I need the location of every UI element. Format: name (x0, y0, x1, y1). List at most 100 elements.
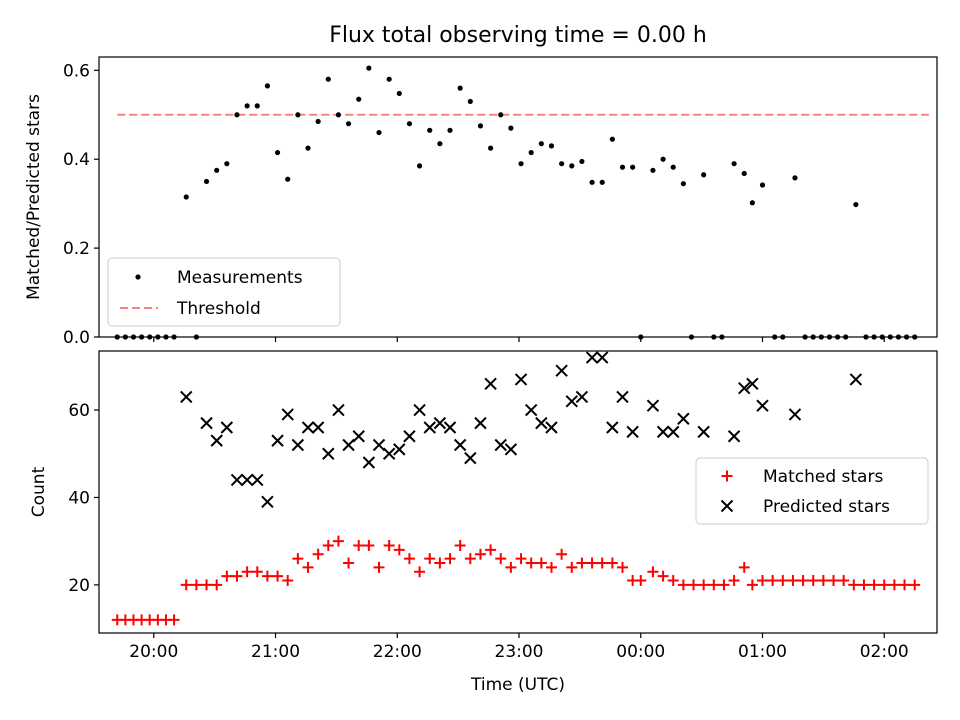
matched-star-point (616, 561, 628, 573)
measurement-point (895, 334, 902, 340)
predicted-star-point (453, 438, 467, 452)
legend-predicted-label: Predicted stars (763, 497, 890, 517)
matched-star-point (606, 557, 618, 569)
matched-star-point (363, 540, 375, 552)
x-tick-label: 21:00 (251, 642, 300, 662)
measurement-point (780, 334, 786, 340)
predicted-star-point (756, 399, 769, 412)
measurement-point (650, 167, 656, 173)
measurement-point (843, 334, 849, 340)
matched-star-point (474, 548, 486, 560)
matched-star-point (566, 561, 578, 573)
legend-matched-marker (721, 470, 733, 482)
measurement-point (887, 334, 893, 340)
measurement-point (508, 125, 514, 131)
matched-star-point (221, 570, 233, 582)
measurement-point (447, 127, 453, 133)
predicted-star-point (372, 438, 386, 452)
measurement-point (325, 76, 331, 82)
x-tick-label: 01:00 (738, 642, 787, 662)
matched-star-point (424, 553, 436, 565)
matched-star-point (817, 575, 829, 587)
matched-star-point (556, 548, 568, 560)
predicted-star-point (230, 473, 244, 487)
matched-star-point (828, 575, 840, 587)
predicted-star-point (545, 421, 558, 434)
measurement-point (498, 112, 504, 118)
legend-matched-label: Matched stars (763, 467, 883, 487)
matched-star-point (292, 553, 304, 565)
predicted-star-point (220, 421, 234, 434)
matched-star-point (677, 579, 689, 591)
measurement-point (749, 200, 755, 206)
predicted-star-point (484, 377, 497, 390)
matched-star-point (505, 561, 517, 573)
measurement-point (386, 76, 392, 82)
matched-star-point (383, 540, 395, 552)
measurement-point (122, 334, 128, 340)
ratio-panel: 0.0 0.2 0.4 0.6 Measurements Threshold Match… (24, 56, 938, 348)
predicted-star-point (667, 425, 680, 439)
measurement-point (741, 170, 747, 177)
predicted-star-point (382, 447, 396, 460)
measurement-point (335, 112, 342, 118)
predicted-star-point (251, 473, 264, 487)
measurement-point (810, 334, 816, 340)
measurement-point (680, 181, 686, 187)
measurement-point (396, 90, 402, 97)
measurement-point (863, 334, 869, 340)
measurement-point (147, 334, 153, 340)
predicted-star-point (524, 403, 538, 417)
measurement-point (224, 161, 230, 167)
measurement-point (759, 182, 766, 188)
predicted-star-point (616, 390, 629, 404)
matched-star-point (495, 553, 507, 565)
measurement-point (285, 176, 291, 182)
matched-star-point (353, 540, 365, 552)
measurement-point (912, 334, 918, 340)
matched-star-point (282, 575, 294, 587)
measurement-point (467, 98, 473, 105)
measurement-point (528, 149, 534, 156)
matched-star-point (878, 579, 890, 591)
measurement-point (548, 143, 555, 149)
matched-star-point (545, 561, 557, 573)
predicted-star-point (311, 421, 325, 434)
predicted-star-point (291, 438, 305, 452)
matched-star-point (787, 575, 799, 587)
measurement-point (457, 85, 463, 91)
measurement-point (406, 121, 413, 127)
predicted-star-point (595, 351, 609, 364)
chart-title: Flux total observing time = 0.00 h (329, 23, 707, 48)
measurement-point (356, 96, 362, 102)
measurement-point (183, 194, 189, 200)
count-y-axis-label: Count (29, 466, 49, 517)
measurement-point (264, 83, 271, 89)
legend-measurements-label: Measurements (177, 268, 303, 288)
measurement-point (114, 334, 120, 340)
measurement-point (139, 334, 145, 340)
matched-star-point (576, 557, 588, 569)
matched-star-point (757, 575, 769, 587)
x-tick-label: 00:00 (616, 642, 665, 662)
measurement-point (214, 167, 220, 173)
matched-star-point (718, 579, 730, 591)
predicted-star-point (474, 416, 487, 430)
measurement-point (366, 65, 372, 71)
measurement-point (660, 156, 666, 162)
predicted-star-point (677, 412, 690, 425)
predicted-star-point (301, 421, 315, 434)
measurement-point (518, 161, 524, 167)
matched-star-point (241, 566, 253, 578)
measurement-point (155, 334, 161, 340)
measurement-point (688, 334, 695, 340)
y-tick-label: 20 (68, 576, 90, 596)
matched-star-point (807, 575, 819, 587)
predicted-star-point (697, 425, 710, 439)
measurement-point (818, 334, 824, 340)
measurement-point (579, 158, 585, 165)
measurement-point (772, 334, 778, 340)
measurement-point (834, 334, 841, 340)
count-legend: Matched stars Predicted stars (695, 457, 929, 525)
measurement-point (630, 164, 636, 170)
